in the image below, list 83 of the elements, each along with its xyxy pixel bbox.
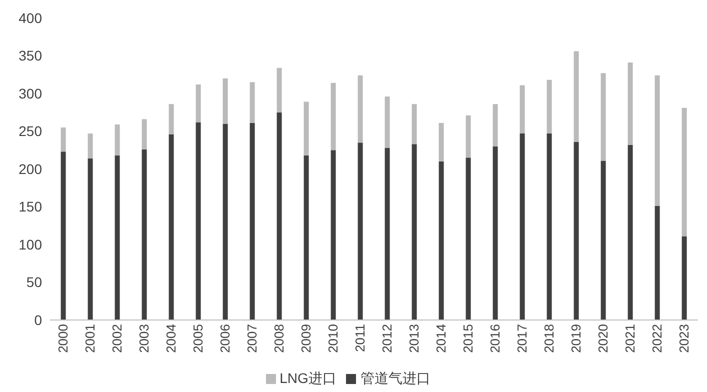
bar [60,152,66,320]
bar [196,84,201,122]
bar [142,119,147,150]
x-tick-label: 2010 [326,324,341,353]
bar [330,150,336,320]
y-tick-label: 0 [34,312,42,328]
x-tick-label: 2008 [272,324,287,353]
bar [114,124,120,156]
x-tick-label: 2021 [622,324,638,353]
bar [466,115,471,158]
bar [168,104,174,134]
y-tick-label: 50 [26,274,42,290]
x-tick-label: 2006 [218,324,233,353]
bar [438,161,444,320]
bar [520,85,525,134]
y-tick-label: 250 [18,123,42,140]
bar [88,134,93,158]
x-tick-label: 2022 [650,324,665,353]
bar [250,82,255,123]
x-tick-label: 2004 [164,324,179,353]
bar [492,104,498,146]
bar [520,134,525,320]
legend-label: LNG进口 [280,370,336,386]
bar [276,112,282,320]
x-tick-label: 2003 [136,324,152,353]
bar [492,146,498,320]
bar [546,134,552,320]
bar [60,127,66,152]
x-tick-label: 2009 [298,324,314,353]
x-tick-label: 2014 [434,324,449,353]
y-tick-label: 350 [18,48,42,64]
bar [412,144,417,320]
x-tick-label: 2015 [460,324,476,353]
bar [250,122,255,320]
x-tick-label: 2019 [568,324,584,353]
bar [384,96,390,148]
bar [574,51,579,142]
bar [304,155,309,320]
x-tick-label: 2005 [190,324,206,353]
y-tick-label: 300 [18,85,42,102]
x-tick-label: 2020 [596,324,611,353]
bar [384,148,390,320]
x-tick-label: 2023 [676,324,692,353]
legend-label: 管道气进口 [360,370,430,386]
x-tick-label: 2016 [488,324,503,353]
bar [142,149,147,320]
bar [358,75,363,143]
bar [682,108,687,236]
bar [168,134,174,320]
x-tick-label: 2011 [352,324,368,352]
bar [276,68,282,112]
x-tick-label: 2007 [244,324,260,353]
bar [358,142,363,320]
bar [330,82,336,150]
bar [600,73,606,161]
y-tick-label: 200 [18,160,42,177]
bar [196,122,201,320]
bar [682,236,687,320]
bar [114,155,120,320]
bar [654,206,660,320]
x-tick-label: 2000 [56,324,71,353]
bar [546,80,552,134]
y-tick-label: 100 [18,236,42,252]
bar [304,102,309,156]
y-tick-label: 400 [18,10,42,26]
y-tick-label: 150 [18,198,42,215]
bar [412,104,417,144]
bar [222,78,228,124]
bar [88,158,93,320]
x-tick-label: 2001 [82,324,98,353]
x-tick-label: 2002 [110,324,125,353]
bar [222,124,228,320]
x-tick-label: 2012 [380,324,395,353]
bar [466,158,471,320]
x-tick-label: 2018 [542,324,557,353]
bar [628,144,633,320]
bar [574,142,579,320]
x-tick-label: 2017 [514,324,530,353]
bar [654,75,660,206]
bar [600,160,606,320]
bar [438,122,444,162]
x-tick-label: 2013 [406,324,422,353]
bar [628,62,633,145]
